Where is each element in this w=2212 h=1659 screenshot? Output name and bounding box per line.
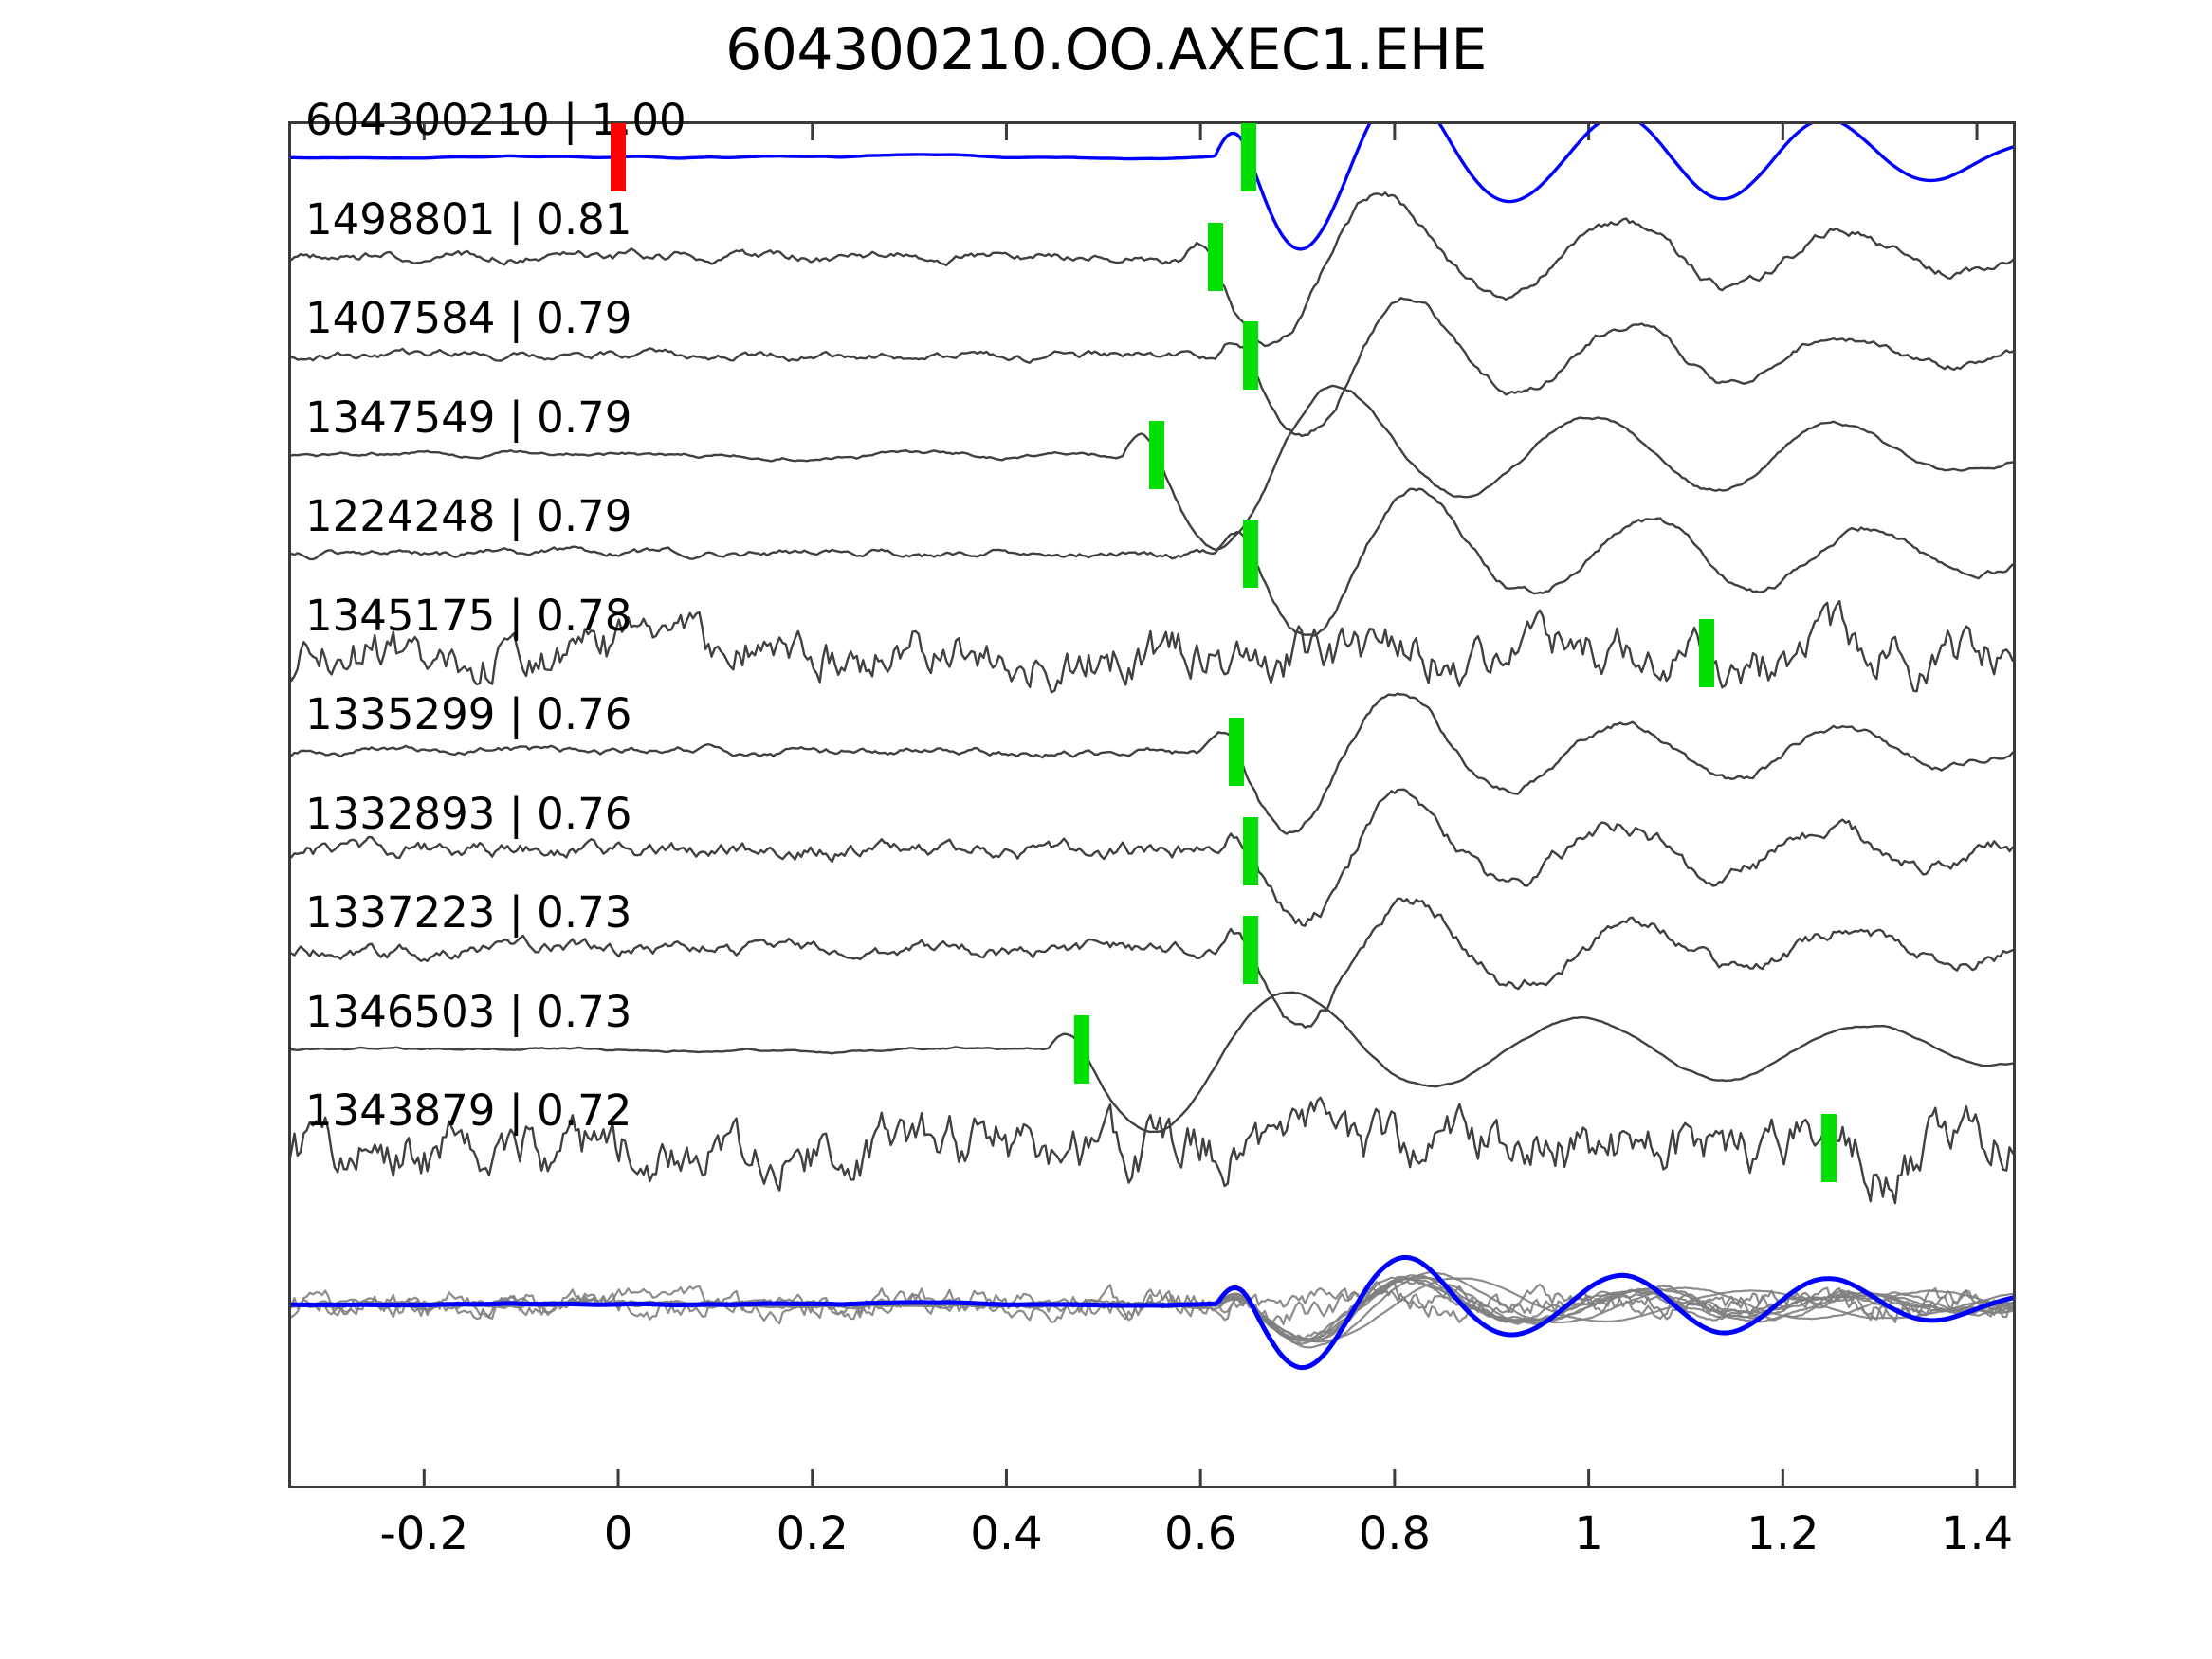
pick-marker-1498801 [1207, 222, 1223, 291]
template-pick-marker [611, 123, 627, 191]
trace-label-1345175: 1345175 | 0.78 [305, 590, 632, 641]
waveform-plot-area: 604300210 | 1.00 1498801 | 0.81 1407584 | … [288, 99, 2016, 1488]
waveform-trace-1224248 [288, 487, 2016, 637]
pick-marker-1332893 [1243, 816, 1259, 885]
pick-marker-1407584 [1243, 321, 1259, 390]
page-title: 604300210.OO.AXEC1.EHE [725, 17, 1487, 83]
trace-label-604300210: 604300210 | 1.00 [305, 95, 686, 145]
pick-marker-1337223 [1243, 916, 1259, 984]
x-tick-1.4: 1.4 [1940, 1507, 2014, 1560]
x-tick-1.2: 1.2 [1746, 1507, 1819, 1560]
waveform-trace-1346503 [288, 991, 2016, 1134]
trace-label-1347549: 1347549 | 0.79 [305, 392, 632, 443]
trace-label-1224248: 1224248 | 0.79 [305, 491, 632, 541]
x-tick--0.2: -0.2 [379, 1507, 469, 1560]
trace-label-1346503: 1346503 | 0.73 [305, 986, 632, 1037]
stack-trace-1343879 [288, 1281, 2016, 1325]
waveform-trace-1332893 [288, 788, 2016, 927]
x-tick-0.4: 0.4 [970, 1507, 1043, 1560]
x-axis-tick-labels: -0.2 0 0.2 0.4 0.6 0.8 1 1.2 1.4 [288, 1507, 2016, 1574]
x-tick-1: 1 [1574, 1507, 1603, 1560]
pick-marker-1345175 [1699, 618, 1715, 687]
waveform-trace-1498801 [288, 191, 2016, 348]
waveform-trace-604300210 [288, 121, 2016, 251]
pick-marker-1224248 [1243, 520, 1259, 588]
trace-label-1498801: 1498801 | 0.81 [305, 193, 632, 245]
pick-marker-604300210 [1241, 123, 1257, 191]
x-tick-0.8: 0.8 [1358, 1507, 1432, 1560]
pick-marker-1343879 [1821, 1114, 1837, 1182]
waveform-trace-1337223 [288, 897, 2016, 1029]
trace-label-1332893: 1332893 | 0.76 [305, 788, 632, 839]
waveform-trace-1407584 [288, 297, 2016, 438]
stack-template-trace [288, 1254, 2016, 1371]
pick-marker-1347549 [1149, 420, 1165, 489]
pick-marker-1335299 [1229, 718, 1245, 786]
waveform-trace-1335299 [288, 692, 2016, 835]
waveform-trace-1343879 [288, 1096, 2016, 1205]
x-tick-0.2: 0.2 [776, 1507, 849, 1560]
waveform-trace-1345175 [288, 600, 2016, 694]
trace-label-1343879: 1343879 | 0.72 [305, 1085, 632, 1136]
trace-label-1337223: 1337223 | 0.73 [305, 887, 632, 938]
waveform-canvas [288, 121, 2016, 1488]
trace-label-1407584: 1407584 | 0.79 [305, 293, 632, 343]
x-tick-0: 0 [603, 1507, 633, 1560]
trace-label-1335299: 1335299 | 0.76 [305, 689, 632, 739]
x-tick-0.6: 0.6 [1164, 1507, 1237, 1560]
stack-trace-1345175 [288, 1283, 2016, 1326]
pick-marker-1346503 [1074, 1014, 1090, 1084]
